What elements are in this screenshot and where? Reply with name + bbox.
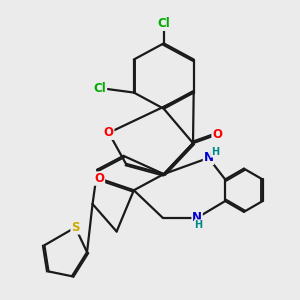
Text: O: O (212, 128, 222, 141)
Text: Cl: Cl (158, 17, 170, 30)
Text: O: O (104, 126, 114, 139)
Text: S: S (71, 221, 80, 234)
Text: H: H (211, 147, 219, 157)
Text: O: O (94, 172, 104, 185)
Text: N: N (203, 152, 214, 164)
Text: H: H (195, 220, 203, 230)
Text: N: N (192, 211, 202, 224)
Text: Cl: Cl (94, 82, 106, 94)
